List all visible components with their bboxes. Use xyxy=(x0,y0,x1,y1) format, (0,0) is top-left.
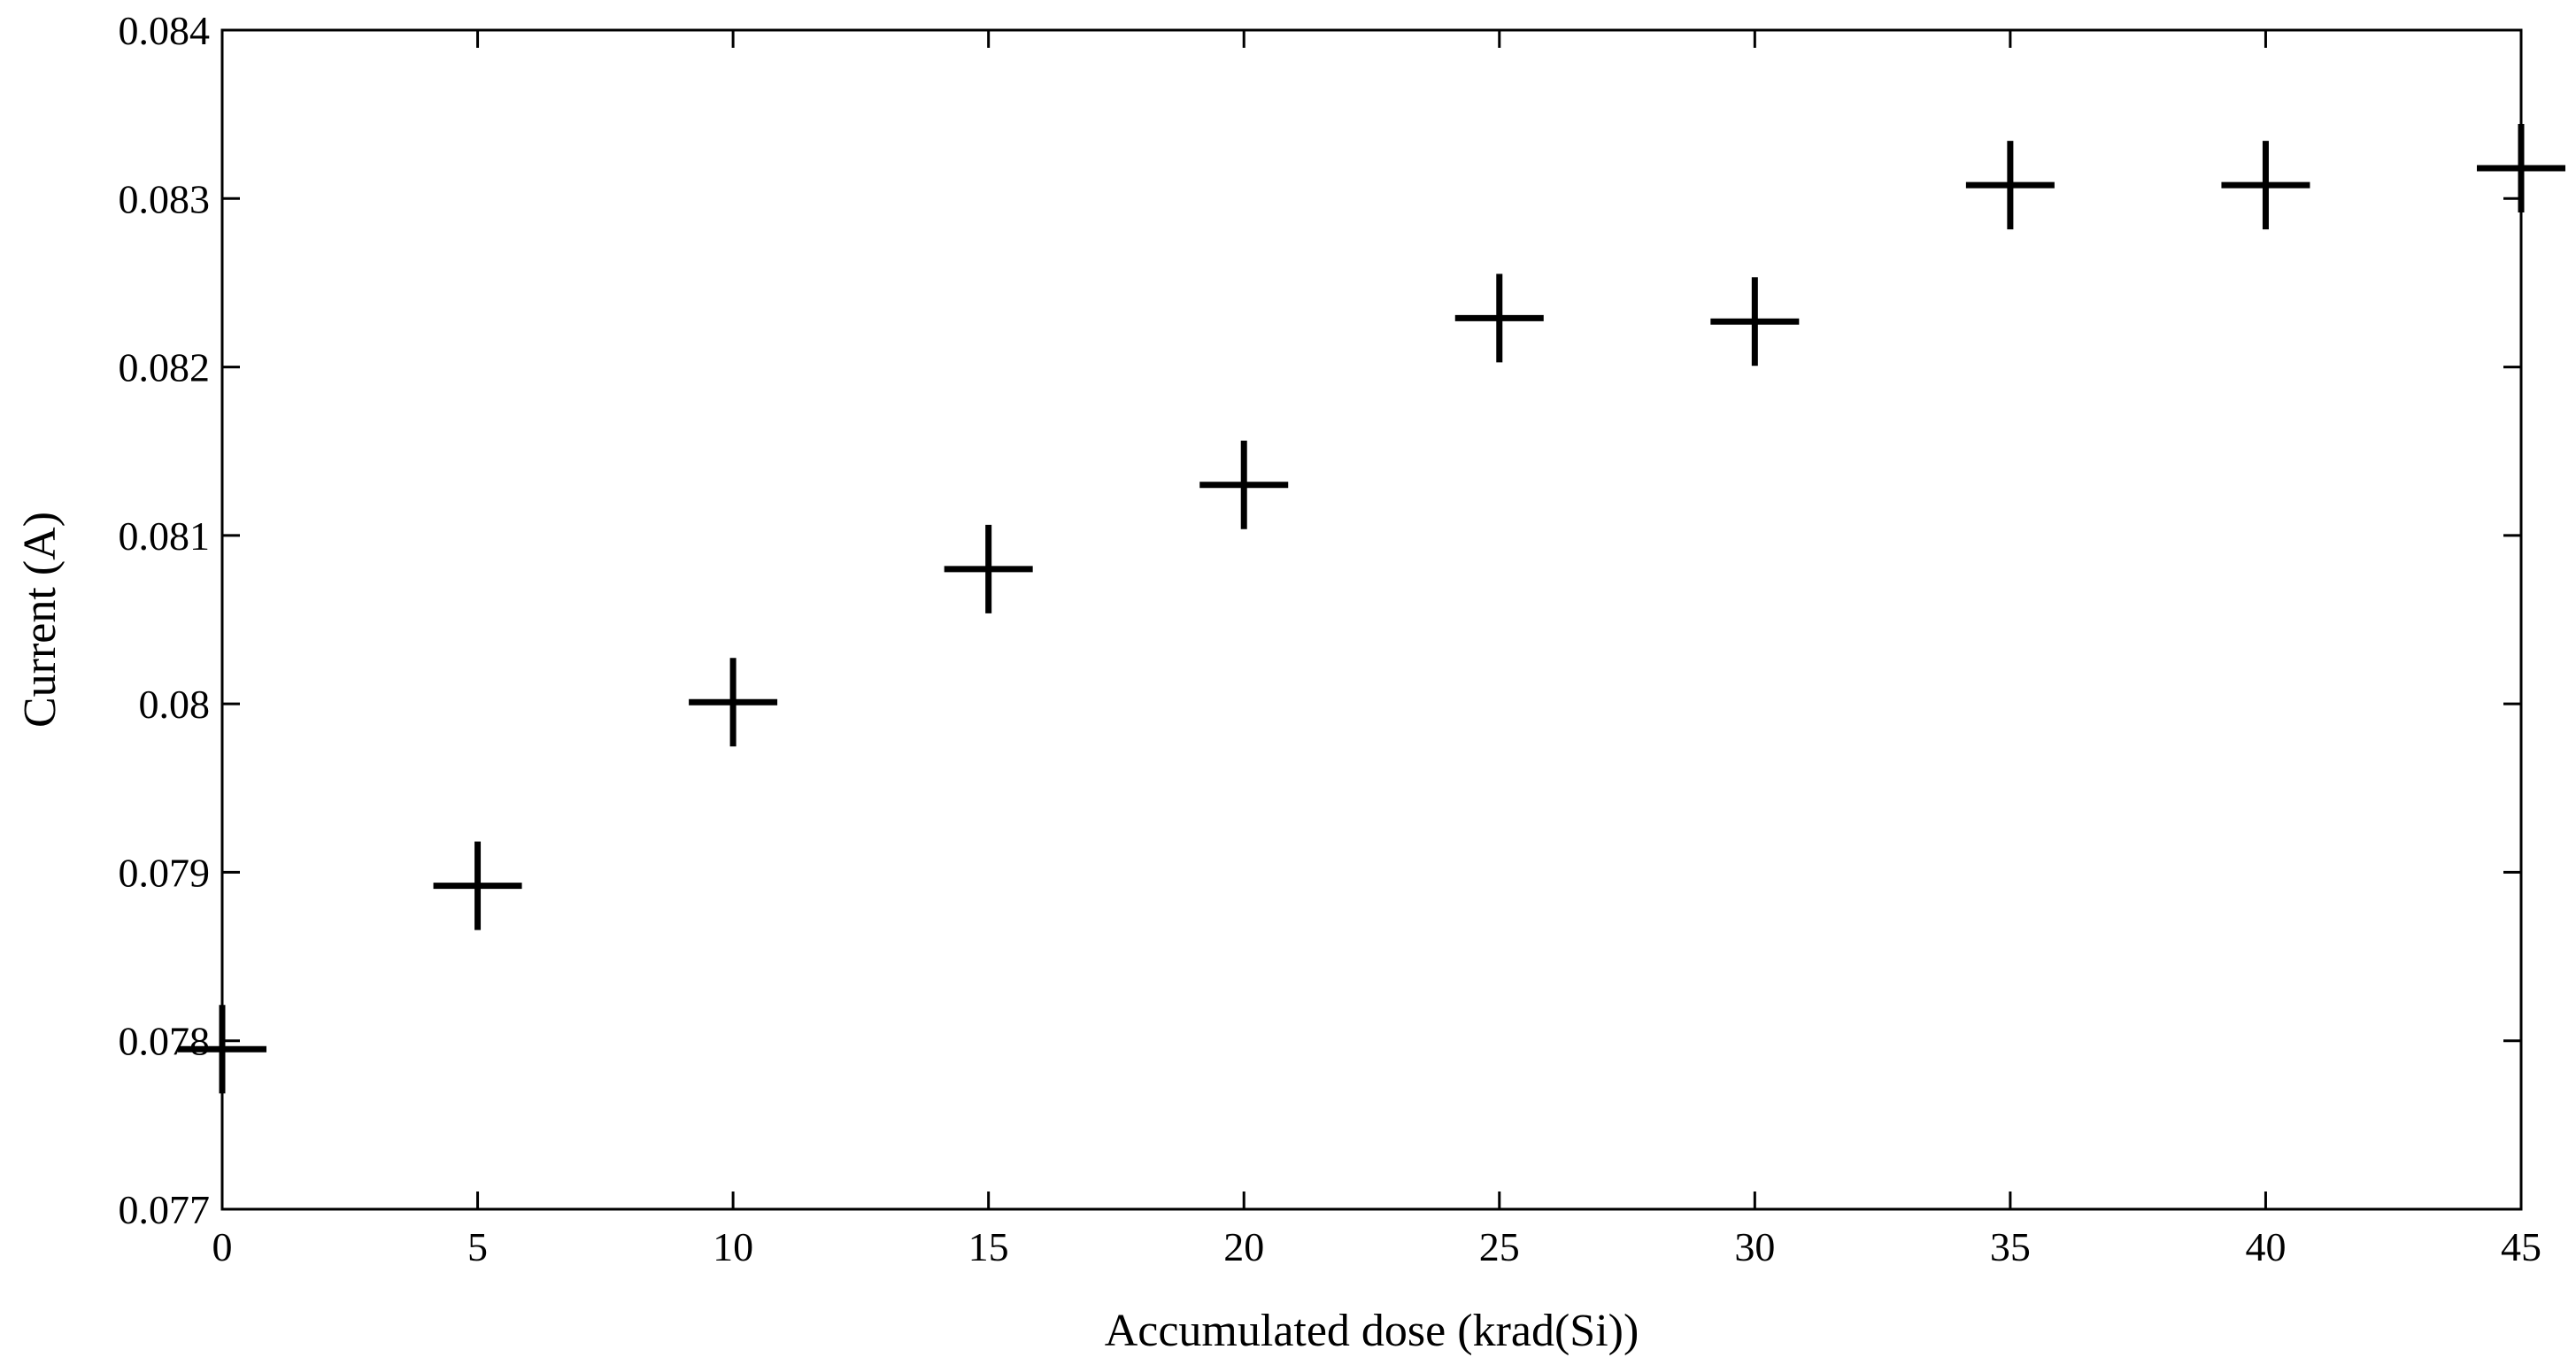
data-point-plus xyxy=(1199,440,1289,529)
y-tick-label: 0.077 xyxy=(119,1187,211,1232)
data-point-plus xyxy=(433,841,522,930)
data-point-plus xyxy=(178,1005,266,1094)
x-tick-label: 40 xyxy=(2245,1224,2286,1269)
y-tick-label: 0.078 xyxy=(119,1019,211,1064)
y-tick-label: 0.079 xyxy=(119,850,211,895)
x-tick-label: 35 xyxy=(1990,1224,2031,1269)
data-point-plus xyxy=(2477,124,2565,213)
y-tick-label: 0.084 xyxy=(119,8,211,53)
x-tick-label: 25 xyxy=(1479,1224,1520,1269)
x-tick-label: 10 xyxy=(713,1224,753,1269)
y-axis-ticks: 0.077 0.078 0.079 0.08 0.081 0.082 0.083 0.084 xyxy=(119,8,2521,1232)
y-axis-label: Current (A) xyxy=(15,512,66,728)
y-tick-label: 0.082 xyxy=(119,345,211,390)
x-tick-label: 45 xyxy=(2501,1224,2541,1269)
data-point-plus xyxy=(2221,141,2310,230)
x-axis-ticks: 0 5 10 15 20 25 30 35 40 45 xyxy=(212,30,2541,1269)
data-point-plus xyxy=(944,524,1033,613)
x-tick-label: 15 xyxy=(968,1224,1009,1269)
data-point-plus xyxy=(1965,141,2055,230)
data-point-plus xyxy=(1710,277,1800,366)
plot-frame xyxy=(220,28,2523,1211)
x-tick-label: 30 xyxy=(1734,1224,1775,1269)
data-points xyxy=(178,124,2565,1094)
x-tick-label: 0 xyxy=(212,1224,233,1269)
data-point-plus xyxy=(1454,274,1544,363)
y-tick-label: 0.081 xyxy=(119,513,211,559)
data-point-plus xyxy=(689,658,778,747)
y-tick-label: 0.08 xyxy=(139,682,211,727)
y-tick-label: 0.083 xyxy=(119,176,211,221)
plot-frame-border xyxy=(220,28,2523,1211)
x-tick-label: 5 xyxy=(467,1224,488,1269)
x-tick-label: 20 xyxy=(1223,1224,1264,1269)
x-axis-label: Accumulated dose (krad(Si)) xyxy=(1105,1306,1639,1356)
